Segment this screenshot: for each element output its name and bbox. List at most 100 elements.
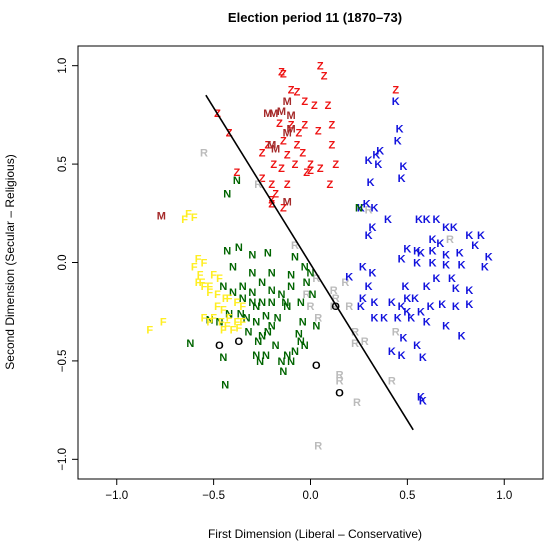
point-K: K: [458, 330, 466, 342]
point-N: N: [312, 320, 320, 332]
point-M: M: [267, 139, 276, 151]
point-F: F: [201, 281, 208, 293]
point-K: K: [400, 332, 408, 344]
point-F: F: [220, 305, 227, 317]
point-N: N: [248, 287, 256, 299]
point-Z: Z: [278, 67, 285, 79]
point-K: K: [411, 293, 419, 305]
point-Z: Z: [321, 71, 328, 83]
point-N: N: [268, 320, 276, 332]
point-K: K: [413, 340, 421, 352]
point-M: M: [263, 108, 272, 120]
point-R: R: [303, 289, 311, 301]
point-Z: Z: [278, 163, 285, 175]
point-K: K: [398, 350, 406, 362]
point-K: K: [429, 246, 437, 258]
point-Z: Z: [259, 173, 266, 185]
point-Z: Z: [280, 202, 287, 214]
point-Z: Z: [294, 139, 301, 151]
point-K: K: [394, 313, 402, 325]
point-R: R: [351, 326, 359, 338]
point-Z: Z: [268, 198, 275, 210]
point-N: N: [277, 289, 285, 301]
x-axis-label: First Dimension (Liberal – Conservative): [208, 527, 422, 541]
point-K: K: [448, 273, 456, 285]
point-N: N: [256, 356, 264, 368]
point-K: K: [376, 145, 384, 157]
point-F: F: [181, 214, 188, 226]
point-Z: Z: [259, 147, 266, 159]
point-K: K: [481, 261, 489, 273]
point-Z: Z: [303, 167, 310, 179]
point-N: N: [252, 317, 260, 329]
x-tick-label: −1.0: [105, 490, 128, 502]
point-N: N: [258, 297, 266, 309]
point-N: N: [248, 250, 256, 262]
x-axis: −1.0 −0.5 0.0 0.5 1.0: [105, 479, 512, 502]
point-R: R: [388, 376, 396, 388]
point-R: R: [351, 338, 359, 350]
point-Z: Z: [307, 165, 314, 177]
point-R: R: [314, 313, 322, 325]
point-K: K: [398, 254, 406, 266]
point-N: N: [303, 277, 311, 289]
point-R: R: [200, 147, 208, 159]
point-N: N: [225, 309, 233, 321]
point-K: K: [427, 301, 435, 313]
point-N: N: [258, 330, 266, 342]
point-O: O: [335, 387, 344, 399]
point-K: K: [442, 320, 450, 332]
point-N: N: [245, 326, 253, 338]
point-N: N: [264, 326, 272, 338]
point-R: R: [365, 204, 373, 216]
point-K: K: [357, 202, 365, 214]
point-F: F: [234, 297, 241, 309]
point-F: F: [214, 301, 221, 313]
y-tick-label: −1.0: [57, 448, 69, 471]
point-F: F: [210, 313, 217, 325]
point-R: R: [392, 326, 400, 338]
point-Z: Z: [301, 120, 308, 132]
point-F: F: [224, 320, 231, 332]
data-points: ZZZZZZZZZZZZZZZZZZZZZZZZZZZZZZZZZZZZZZZZ…: [146, 61, 492, 453]
point-Z: Z: [276, 118, 283, 130]
point-M: M: [269, 108, 278, 120]
point-R: R: [330, 301, 338, 313]
chart-title: Election period 11 (1870–73): [228, 10, 402, 25]
point-F: F: [206, 287, 213, 299]
point-N: N: [287, 281, 295, 293]
point-N: N: [252, 301, 260, 313]
point-Z: Z: [270, 159, 277, 171]
point-Z: Z: [280, 69, 287, 81]
point-K: K: [359, 293, 367, 305]
point-N: N: [258, 277, 266, 289]
y-tick-label: 1.0: [57, 58, 69, 74]
point-R: R: [336, 376, 344, 388]
point-R: R: [330, 285, 338, 297]
point-N: N: [254, 336, 262, 348]
point-R: R: [446, 234, 454, 246]
point-N: N: [307, 267, 315, 279]
point-N: N: [219, 352, 227, 364]
point-N: N: [248, 297, 256, 309]
point-R: R: [353, 397, 361, 409]
point-K: K: [370, 297, 378, 309]
point-F: F: [222, 293, 229, 305]
point-N: N: [277, 356, 285, 368]
point-K: K: [442, 259, 450, 271]
point-Z: Z: [328, 139, 335, 151]
point-K: K: [407, 313, 415, 325]
point-N: N: [252, 350, 260, 362]
point-Z: Z: [265, 139, 272, 151]
point-K: K: [380, 313, 388, 325]
point-N: N: [268, 267, 276, 279]
point-K: K: [396, 124, 404, 136]
point-K: K: [403, 244, 411, 256]
point-K: K: [413, 258, 421, 270]
point-M: M: [283, 96, 292, 108]
point-Z: Z: [284, 149, 291, 161]
point-F: F: [234, 317, 241, 329]
point-K: K: [471, 240, 479, 252]
point-N: N: [229, 287, 237, 299]
